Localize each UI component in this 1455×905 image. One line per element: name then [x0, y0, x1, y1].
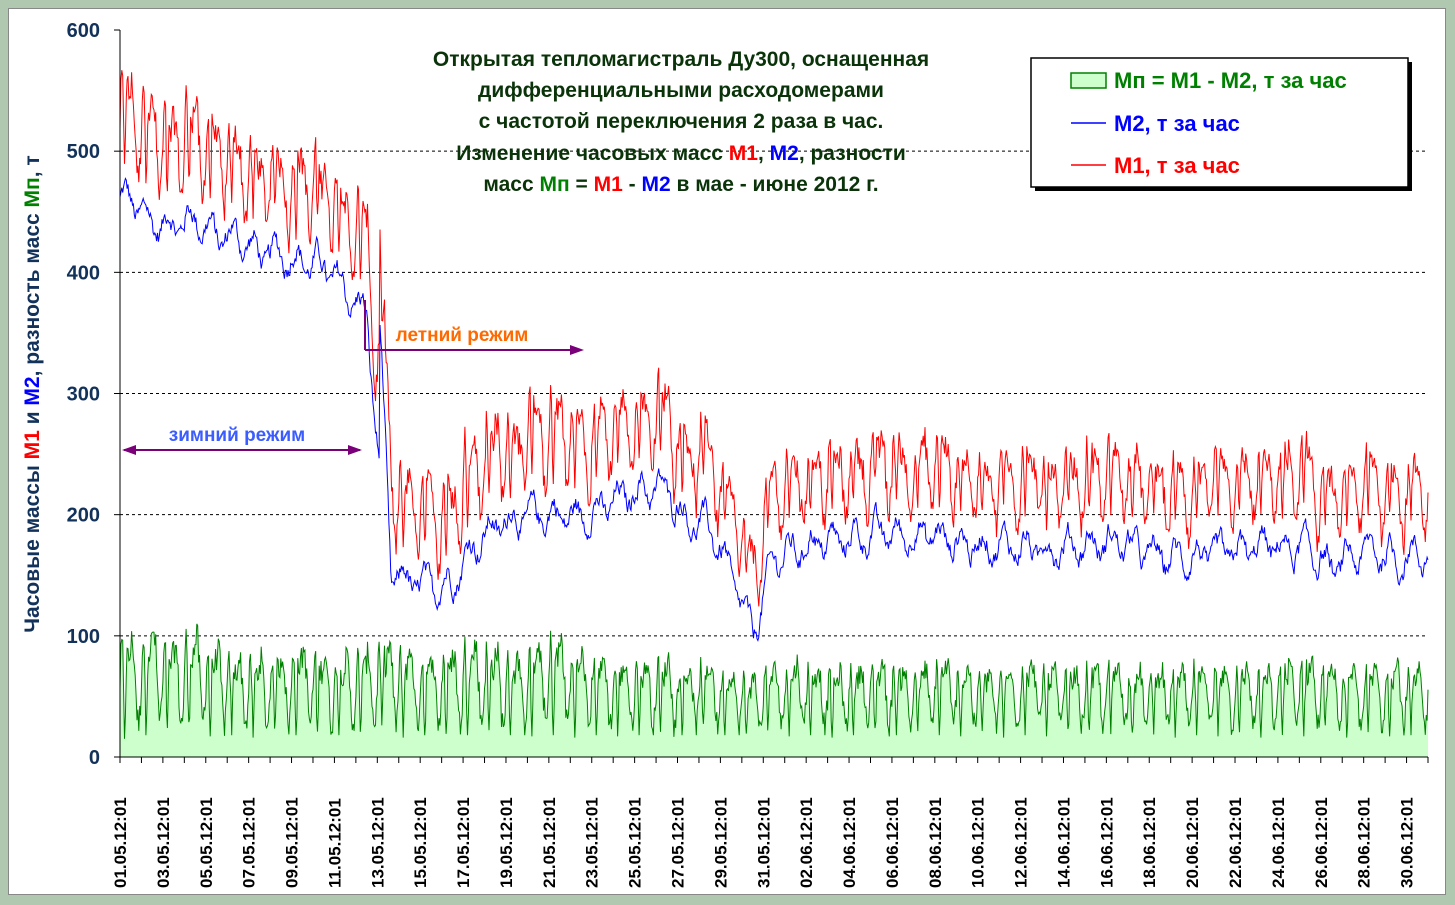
- annotation-winter: зимний режим: [122, 425, 362, 455]
- x-tick-label: 28.06.12:01: [1355, 797, 1374, 888]
- mp-series-line: [119, 623, 1429, 739]
- x-tick-label: 06.06.12:01: [883, 797, 902, 888]
- x-tick-label: 29.05.12:01: [711, 797, 730, 888]
- x-tick-label: 23.05.12:01: [583, 797, 602, 888]
- x-tick-label: 19.05.12:01: [497, 797, 516, 888]
- m1-series-line: [119, 70, 1429, 607]
- arrow-right-icon: [570, 345, 584, 355]
- annotation-winter-label: зимний режим: [169, 425, 305, 446]
- x-tick-label: 05.05.12:01: [197, 797, 216, 888]
- legend-swatch-mp: [1070, 72, 1107, 89]
- x-tick-label: 16.06.12:01: [1097, 797, 1116, 888]
- y-tick-label: 200: [67, 505, 100, 527]
- ylabel-m1: М1: [21, 430, 44, 459]
- y-tick-label: 500: [67, 141, 100, 163]
- x-tick-label: 08.06.12:01: [926, 797, 945, 888]
- title-part: =: [570, 173, 594, 196]
- x-tick-label: 15.05.12:01: [411, 797, 430, 888]
- x-tick-label: 21.05.12:01: [540, 797, 559, 888]
- x-tick-label: 02.06.12:01: [797, 797, 816, 888]
- title-line-5: масс Мп = М1 - М2 в мае - июне 2012 г.: [483, 173, 878, 196]
- legend-label-m1: М1, т за час: [1114, 153, 1240, 178]
- x-tick-label: 30.06.12:01: [1398, 797, 1417, 888]
- ylabel-m2: М2: [21, 376, 44, 405]
- legend-label-mp: Мп = М1 - М2, т за час: [1114, 68, 1347, 93]
- axes: 0 100 200 300 400 500 600 01.05.12:01 03.05.12:0…: [67, 20, 1429, 888]
- y-tick-label: 400: [67, 262, 100, 284]
- title-part: масс: [483, 173, 539, 196]
- x-tick-label: 12.06.12:01: [1012, 797, 1031, 888]
- y-tick-label: 100: [67, 626, 100, 648]
- title-m2: М2: [770, 142, 799, 165]
- x-tick-label: 10.06.12:01: [969, 797, 988, 888]
- x-tick-label: 01.05.12:01: [111, 797, 130, 888]
- title-part: ,: [758, 142, 770, 165]
- title-part: -: [623, 173, 642, 196]
- y-axis-label: Часовые массы М1 и М2, разность масс Мп,…: [21, 155, 44, 632]
- arrow-right-icon: [348, 445, 362, 455]
- x-tick-label: 18.06.12:01: [1140, 797, 1159, 888]
- series-group: [119, 70, 1429, 757]
- x-tick-label: 07.05.12:01: [240, 797, 259, 888]
- ylabel-part: , т: [21, 155, 44, 177]
- x-tick-label: 31.05.12:01: [754, 797, 773, 888]
- title-line-4: Изменение часовых масс М1, М2, разности: [456, 142, 906, 165]
- ylabel-mp: Мп: [21, 177, 44, 207]
- title-part: в мае - июне 2012 г.: [671, 173, 879, 196]
- x-tick-label: 11.05.12:01: [325, 798, 344, 888]
- x-tick-label: 26.06.12:01: [1312, 797, 1331, 888]
- x-tick-label: 03.05.12:01: [154, 797, 173, 888]
- x-tick-label: 24.06.12:01: [1269, 797, 1288, 888]
- legend-label-m2: М2, т за час: [1114, 111, 1240, 136]
- legend: Мп = М1 - М2, т за час М2, т за час М1, …: [1030, 57, 1412, 191]
- annotation-summer-label: летний режим: [396, 325, 529, 346]
- x-tick-label: 20.06.12:01: [1183, 797, 1202, 888]
- title-part: , разности: [799, 142, 906, 165]
- title-line-3: с частотой переключения 2 раза в час.: [479, 110, 884, 133]
- chart-title: Открытая тепломагистраль Ду300, оснащенн…: [433, 48, 929, 196]
- ylabel-part: , разность масс: [21, 207, 44, 376]
- title-m2: М2: [642, 173, 671, 196]
- y-tick-label: 300: [67, 384, 100, 406]
- title-mp: Мп: [540, 173, 570, 196]
- title-line-1: Открытая тепломагистраль Ду300, оснащенн…: [433, 48, 929, 71]
- x-tick-label: 25.05.12:01: [626, 797, 645, 888]
- y-tick-label: 0: [89, 747, 100, 769]
- x-tick-label: 17.05.12:01: [454, 797, 473, 888]
- title-m1: М1: [729, 142, 758, 165]
- x-tick-label: 04.06.12:01: [840, 797, 859, 888]
- gridlines: [120, 150, 1428, 637]
- ylabel-part: и: [21, 406, 44, 431]
- x-tick-label: 27.05.12:01: [669, 797, 688, 888]
- x-tick-label: 14.06.12:01: [1054, 797, 1073, 888]
- title-part: Изменение часовых масс: [456, 142, 729, 165]
- title-line-2: дифференциальными расходомерами: [478, 79, 884, 102]
- annotation-summer: летний режим: [364, 300, 584, 355]
- x-tick-label: 13.05.12:01: [368, 797, 387, 888]
- arrow-left-icon: [122, 445, 136, 455]
- ylabel-part: Часовые массы: [21, 459, 44, 632]
- m2-series-line: [119, 177, 1429, 642]
- title-m1: М1: [594, 173, 623, 196]
- x-tick-label: 22.06.12:01: [1226, 797, 1245, 888]
- x-tick-label: 09.05.12:01: [283, 797, 302, 888]
- y-tick-label: 600: [67, 20, 100, 42]
